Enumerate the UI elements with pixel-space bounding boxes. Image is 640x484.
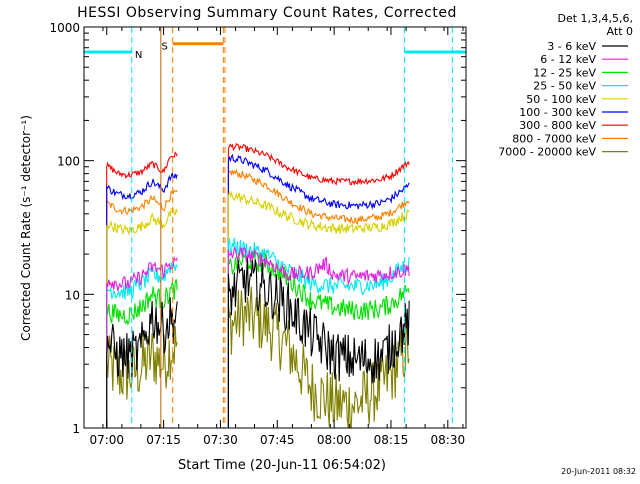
series-5-line-0 [106,172,178,428]
legend-label-7: 800 - 7000 keV [512,132,596,145]
footer-timestamp: 20-Jun-2011 08:32 [561,467,636,476]
series-0-line-0 [106,297,178,428]
series-6-line-1 [227,142,410,428]
series-8-line-0 [106,326,178,428]
series-4-line-0 [106,207,178,428]
x-tick-label-1: 07:15 [146,433,181,447]
series-0-line-1 [227,258,410,428]
y-tick-label-1: 10 [65,288,80,302]
series-5-line-1 [227,153,410,428]
annotation-night-label: N [135,50,142,61]
legend-label-3: 25 - 50 keV [533,80,596,93]
x-tick-label-3: 07:45 [260,433,295,447]
series-6-line-0 [106,151,178,428]
legend-label-0: 3 - 6 keV [547,40,596,53]
series-7-line-0 [106,189,178,428]
legend-label-5: 100 - 300 keV [519,106,596,119]
series-2-line-1 [227,250,410,428]
y-tick-label-2: 100 [57,155,80,169]
annotation-saa-label: S [162,42,168,53]
series-1-line-1 [227,246,410,428]
x-tick-label-0: 07:00 [89,433,124,447]
y-axis-label: Corrected Count Rate (s⁻¹ detector⁻¹) [19,115,33,341]
chart-title: HESSI Observing Summary Count Rates, Cor… [77,5,457,21]
plot-frame [83,26,467,429]
legend-label-8: 7000 - 20000 keV [498,146,596,159]
x-tick-label-5: 08:15 [374,433,409,447]
legend-header-detectors: Det 1,3,4,5,6, [557,12,633,25]
series-3-line-1 [227,237,410,428]
legend-label-4: 50 - 100 keV [526,93,596,106]
series-4-line-1 [227,190,410,428]
series-7-line-1 [227,168,410,428]
series-1-line-0 [106,255,178,428]
x-tick-label-2: 07:30 [203,433,238,447]
legend-header-attenuator: Att 0 [607,25,633,38]
x-tick-label-6: 08:30 [431,433,466,447]
x-tick-label-4: 08:00 [317,433,352,447]
series-2-line-0 [106,279,178,428]
legend-label-6: 300 - 800 keV [519,119,596,132]
x-axis-label: Start Time (20-Jun-11 06:54:02) [178,458,386,473]
legend-label-1: 6 - 12 keV [540,53,596,66]
y-tick-label-0: 1 [72,422,80,436]
series-8-line-1 [227,286,410,428]
legend-label-2: 12 - 25 keV [533,66,596,79]
y-tick-label-3: 1000 [49,21,80,35]
